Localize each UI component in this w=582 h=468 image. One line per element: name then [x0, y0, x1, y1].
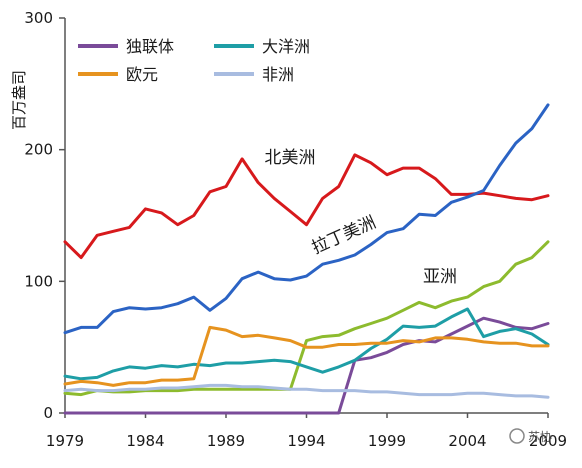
series-line	[63, 316, 550, 415]
x-tick-label: 1979	[46, 432, 84, 450]
x-tick-label: 2004	[448, 432, 486, 450]
series-line	[63, 325, 550, 387]
x-tick-label: 1994	[287, 432, 325, 450]
series-lines	[63, 103, 550, 415]
axes: 0 100 200 300 1979 1984 1989 1994 1999 2004 2009 百万…	[10, 9, 567, 450]
y-tick-label: 300	[24, 9, 53, 27]
x-tick-label: 2009	[529, 432, 567, 450]
legend-label: 非洲	[262, 65, 294, 84]
x-tick-label: 1989	[207, 432, 245, 450]
legend-label: 独联体	[126, 37, 174, 56]
legend-label: 欧元	[126, 65, 158, 84]
x-tick-label: 1984	[126, 432, 164, 450]
watermark: 苏协	[509, 428, 552, 444]
y-tick-label: 100	[24, 272, 53, 290]
legend-label: 大洋洲	[262, 37, 310, 56]
watermark-text: 苏协	[528, 429, 552, 444]
watermark-icon	[509, 428, 525, 444]
series-line	[63, 307, 550, 381]
series-annotation: 拉丁美洲	[309, 212, 379, 258]
x-tick-label: 1999	[368, 432, 406, 450]
series-annotation: 北美洲	[265, 148, 316, 168]
series-line	[63, 240, 550, 397]
series-line	[63, 153, 550, 260]
y-tick-label: 0	[43, 404, 53, 422]
series-line	[63, 103, 550, 335]
series-line	[63, 383, 550, 399]
y-axis-label: 百万盎司	[10, 70, 28, 130]
series-annotation: 亚洲	[423, 267, 457, 287]
y-tick-label: 200	[24, 141, 53, 159]
